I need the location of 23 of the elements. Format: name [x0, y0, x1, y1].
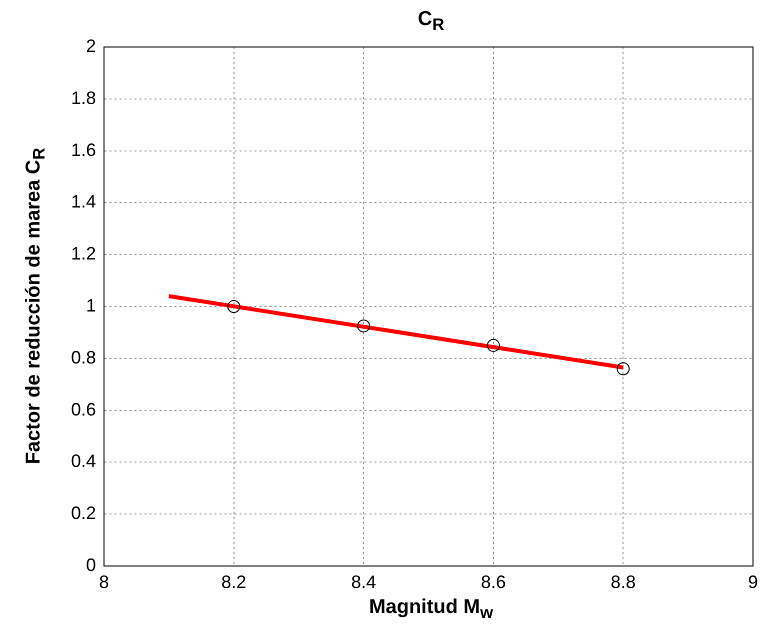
y-tick-label: 1.6: [70, 140, 96, 160]
y-tick-label: 0.6: [70, 399, 96, 420]
chart-title: C$_{R}$: [418, 8, 444, 35]
y-tick-label: 0: [86, 554, 96, 575]
point: [486, 338, 500, 352]
y-tick-label: 0.2: [70, 503, 96, 524]
y-tick-label: 1.4: [70, 192, 96, 212]
x-tick-label: 8.8: [610, 572, 636, 592]
x-tick-label: 8: [98, 572, 110, 592]
y-tick-label: 0.4: [70, 451, 96, 472]
point: [227, 300, 240, 313]
x-axis-title: Magnitud M$_{w}$: [368, 596, 494, 623]
point: [616, 362, 630, 376]
y-tick-label: 2: [86, 36, 96, 56]
y-tick-label: 1.8: [70, 88, 96, 108]
y-tick-label: 0.8: [70, 347, 96, 368]
x-tick-label: 8.4: [351, 572, 376, 592]
x-tick-label: 9: [748, 572, 758, 592]
point: [357, 319, 370, 332]
y-tick-label: 1: [86, 295, 96, 316]
x-tick-label: 8.6: [480, 572, 506, 592]
y-tick-label: 1.2: [70, 244, 96, 264]
x-tick-label: 8.2: [221, 572, 246, 592]
